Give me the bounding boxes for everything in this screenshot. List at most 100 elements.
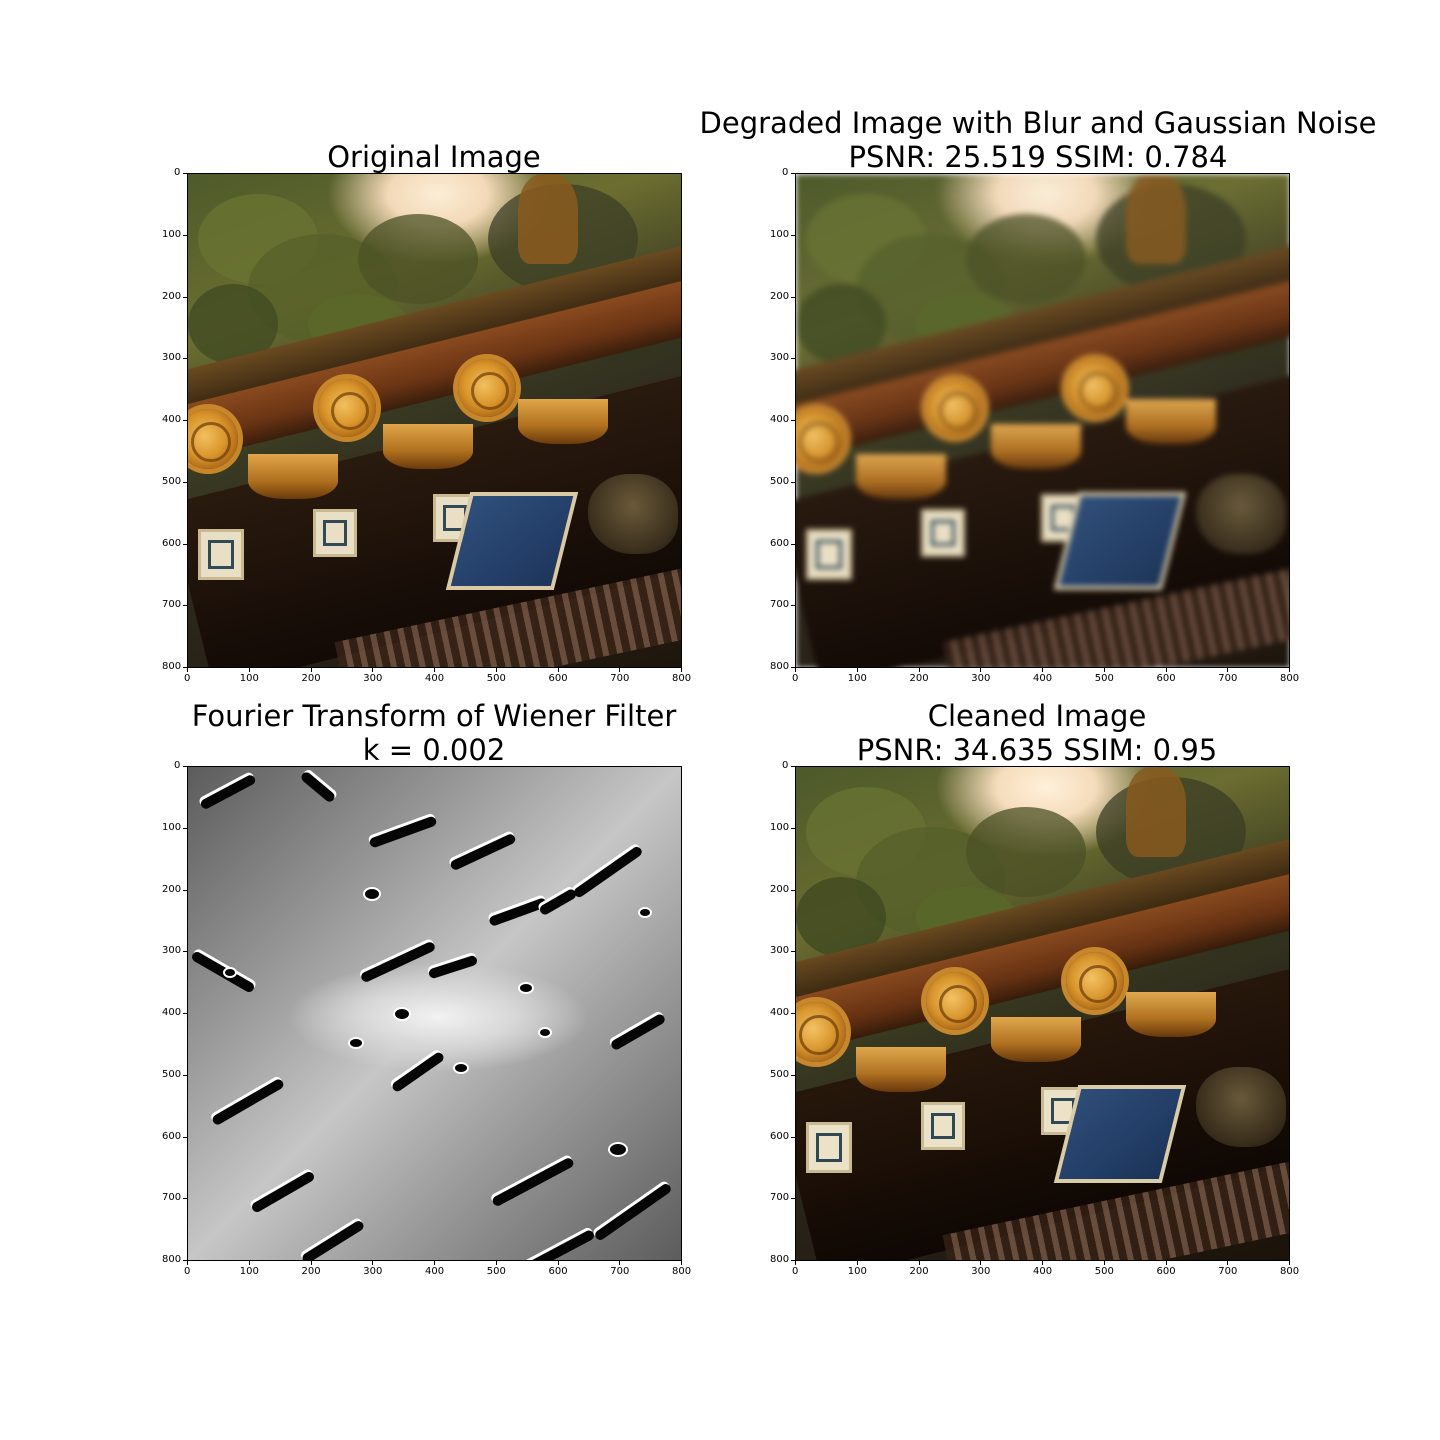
x-tick-label: 0	[184, 1266, 191, 1277]
x-tick-label: 0	[792, 1266, 799, 1277]
x-tick-label: 300	[363, 673, 383, 684]
y-tick-label: 400	[770, 414, 790, 425]
pattern-block	[806, 529, 852, 580]
x-tick-label: 0	[792, 673, 799, 684]
y-tick-mark	[183, 1260, 187, 1261]
cleaned-title-line1: Cleaned Image	[927, 699, 1147, 733]
x-tick-label: 400	[1033, 1266, 1053, 1277]
y-tick-mark	[791, 234, 795, 236]
y-tick-label: 500	[162, 1068, 182, 1080]
foliage-patch	[966, 807, 1086, 897]
x-tick-mark	[557, 1261, 559, 1265]
cleaned-title-line2: PSNR: 34.635 SSIM: 0.95	[856, 733, 1218, 767]
degraded-title-line2: PSNR: 25.519 SSIM: 0.784	[848, 140, 1228, 174]
roof-tile-disc	[188, 409, 238, 469]
pattern-block	[198, 529, 244, 580]
x-tick-mark	[1289, 1261, 1290, 1265]
bracket-carving	[518, 399, 608, 444]
x-tick-mark	[310, 668, 312, 672]
filter-null-ridge	[359, 940, 437, 984]
x-tick-label: 600	[1156, 673, 1176, 684]
x-tick-label: 800	[672, 1266, 692, 1277]
filter-null-spot	[518, 982, 534, 994]
x-tick-label: 400	[425, 673, 445, 684]
roof-tile-disc	[1066, 952, 1124, 1010]
roof-tile-disc	[926, 379, 984, 437]
roof-tile-disc	[458, 359, 516, 417]
y-tick-label: 700	[770, 1192, 790, 1204]
bracket-carving	[383, 424, 473, 469]
y-tick-mark	[791, 1198, 795, 1200]
x-tick-label: 200	[301, 673, 321, 684]
x-tick-mark	[310, 1261, 312, 1265]
degraded-title: Degraded Image with Blur and Gaussian No…	[650, 106, 1426, 174]
x-tick-label: 800	[1280, 673, 1300, 684]
wiener-filter-spectrum	[187, 766, 682, 1261]
y-tick-mark	[183, 1074, 187, 1076]
x-tick-mark	[372, 668, 374, 672]
y-tick-label: 200	[770, 883, 790, 895]
x-tick-label: 700	[610, 673, 630, 684]
cleaned-image	[795, 766, 1290, 1261]
y-tick-mark	[183, 296, 187, 298]
pattern-block	[313, 509, 357, 557]
y-tick-label: 300	[162, 352, 182, 364]
y-tick-mark	[791, 605, 795, 607]
y-tick-mark	[183, 543, 187, 545]
bracket-carving	[991, 1017, 1081, 1062]
y-tick-label: 0	[174, 760, 181, 771]
y-tick-label: 700	[162, 599, 182, 611]
degraded-image	[795, 173, 1290, 668]
dragon-head	[1196, 1067, 1286, 1147]
bracket-carving	[856, 454, 946, 499]
y-tick-mark	[791, 543, 795, 545]
y-tick-mark	[791, 1136, 795, 1138]
roof-figurine	[1126, 767, 1186, 857]
y-tick-mark	[791, 889, 795, 891]
y-tick-mark	[183, 173, 187, 174]
y-tick-label: 300	[162, 945, 182, 957]
y-tick-label: 800	[162, 1254, 182, 1265]
y-tick-mark	[183, 766, 187, 767]
x-tick-mark	[248, 1261, 250, 1265]
x-tick-label: 700	[1218, 673, 1238, 684]
y-tick-label: 700	[162, 1192, 182, 1204]
x-tick-mark	[372, 1261, 374, 1265]
y-tick-mark	[183, 889, 187, 891]
y-tick-label: 600	[770, 1130, 790, 1142]
y-tick-label: 500	[770, 475, 790, 487]
filter-null-ridge	[609, 1012, 667, 1052]
y-tick-label: 400	[162, 414, 182, 425]
x-tick-label: 800	[672, 673, 692, 684]
x-tick-label: 700	[1218, 1266, 1238, 1277]
x-tick-label: 100	[239, 673, 259, 684]
x-tick-mark	[1165, 668, 1167, 672]
y-tick-mark	[791, 296, 795, 298]
x-tick-mark	[980, 668, 982, 672]
x-tick-label: 600	[1156, 1266, 1176, 1277]
original-title-line1: Original Image	[327, 140, 541, 174]
spectrum-field	[188, 767, 681, 1260]
x-tick-mark	[681, 668, 682, 672]
filter-null-spot	[638, 907, 652, 918]
foliage-patch	[358, 214, 478, 304]
x-tick-label: 400	[1033, 673, 1053, 684]
x-tick-label: 0	[184, 673, 191, 684]
x-tick-mark	[980, 1261, 982, 1265]
y-tick-label: 600	[162, 1130, 182, 1142]
degraded-title-line1: Degraded Image with Blur and Gaussian No…	[699, 106, 1377, 140]
y-tick-mark	[183, 1013, 187, 1014]
roof-tile-disc	[926, 972, 984, 1030]
x-tick-mark	[557, 668, 559, 672]
pattern-block	[921, 509, 965, 557]
filter-null-ridge	[210, 1077, 286, 1127]
y-tick-mark	[791, 951, 795, 953]
y-tick-label: 100	[770, 228, 790, 240]
roof-tile-disc	[796, 409, 846, 469]
y-tick-label: 100	[162, 228, 182, 240]
x-tick-mark	[1042, 1261, 1043, 1265]
y-tick-label: 300	[770, 945, 790, 957]
pattern-block	[806, 1122, 852, 1173]
y-tick-label: 800	[770, 1254, 790, 1265]
y-tick-label: 400	[162, 1007, 182, 1018]
